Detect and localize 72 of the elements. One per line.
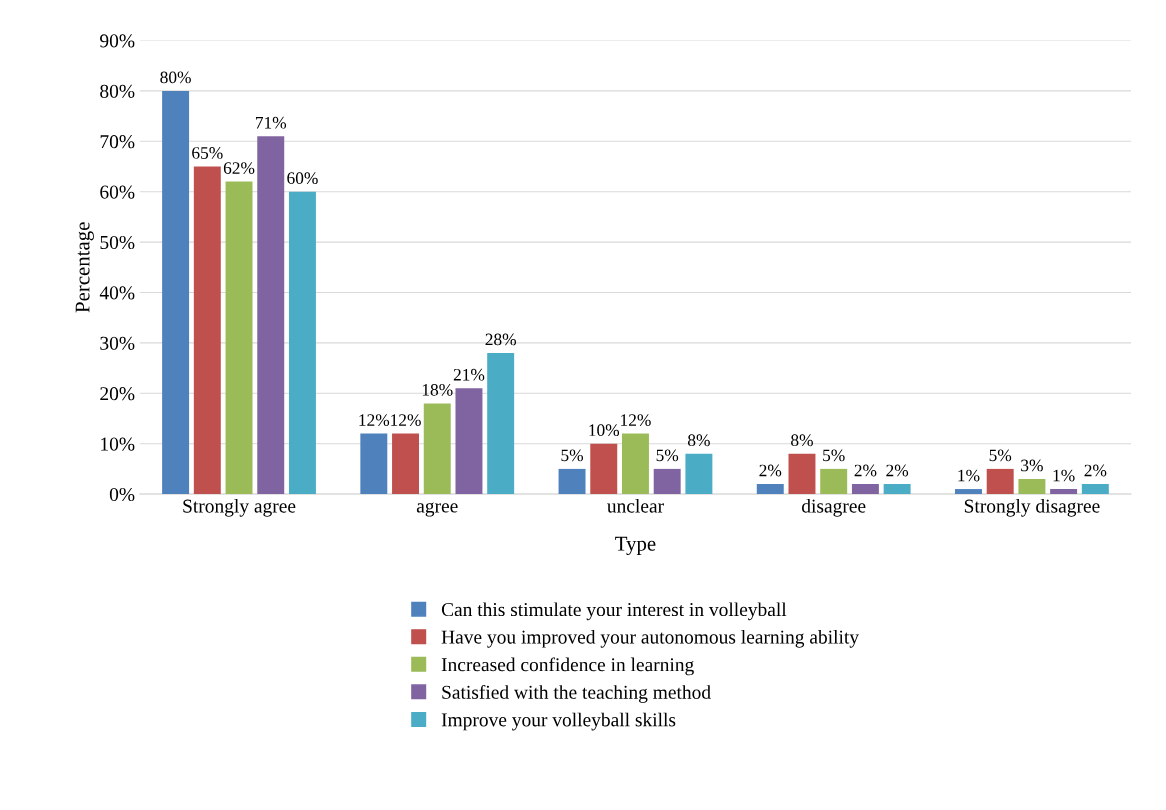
bar [423, 403, 451, 495]
bar [820, 468, 848, 495]
data-label: 28% [485, 333, 516, 346]
y-tick-label: 0% [109, 487, 135, 502]
data-label: 2% [759, 464, 782, 477]
x-tick-label: Strongly disagree [964, 498, 1100, 517]
legend-label: Have you improved your autonomous learning ability [441, 629, 859, 648]
data-label: 5% [656, 449, 679, 462]
y-tick-label: 40% [99, 286, 135, 300]
data-label: 65% [192, 147, 223, 159]
y-tick-label: 60% [100, 185, 135, 199]
data-label: 62% [223, 162, 255, 174]
legend-label: Improve your volleyball skills [441, 712, 676, 731]
y-tick-label: 10% [101, 437, 135, 451]
data-label: 12% [621, 414, 651, 426]
bar [955, 489, 982, 495]
bar [653, 468, 681, 495]
bar [487, 352, 515, 495]
bar [621, 433, 649, 495]
y-tick-label: 80% [100, 84, 135, 98]
legend-label: Increased confidence in learning [441, 657, 694, 676]
y-tick-label: 30% [100, 336, 135, 350]
bar [590, 443, 618, 495]
legend-label: Can this stimulate your interest in volleyball [441, 602, 787, 621]
data-label: 10% [589, 424, 620, 437]
bar [225, 181, 253, 495]
y-tick-label: 20% [100, 387, 135, 401]
bar [455, 388, 483, 495]
x-tick-label: Strongly agree [183, 498, 296, 517]
bar [685, 453, 713, 495]
legend-label: Satisfied with the teaching method [442, 684, 711, 703]
data-label: 21% [453, 368, 485, 381]
y-tick-label: 50% [100, 235, 135, 250]
bar [756, 484, 784, 495]
bar [257, 136, 285, 495]
data-label: 60% [287, 172, 318, 185]
data-label: 5% [989, 449, 1012, 462]
data-label: 2% [1084, 464, 1107, 477]
data-label: 8% [687, 434, 710, 447]
bar [851, 484, 879, 495]
x-tick-label: disagree [802, 498, 866, 517]
data-label: 12% [391, 414, 421, 426]
bar [883, 484, 911, 495]
data-label: 2% [886, 464, 909, 477]
bar [1018, 478, 1046, 495]
x-tick-label: agree [416, 502, 458, 517]
bar [392, 433, 420, 495]
data-label: 3% [1021, 459, 1043, 472]
data-label: 5% [561, 449, 584, 462]
x-tick-label: unclear [607, 498, 664, 513]
bar [288, 191, 316, 495]
bar [162, 90, 190, 495]
data-label: 1% [958, 469, 980, 482]
y-tick-label: 70% [100, 135, 135, 149]
data-label: 1% [1053, 469, 1075, 482]
y-tick-label: 90% [100, 34, 135, 48]
bar [193, 166, 221, 495]
y-axis-title: Percentage [75, 222, 94, 313]
data-label: 12% [359, 414, 390, 426]
data-label: 5% [823, 449, 845, 462]
bar [788, 453, 816, 495]
bar [986, 468, 1014, 495]
bar [1050, 489, 1078, 495]
bar [360, 433, 388, 495]
data-label: 8% [791, 434, 813, 447]
data-label: 2% [854, 464, 877, 477]
bar [558, 468, 586, 495]
data-label: 80% [160, 71, 191, 84]
bar [1081, 484, 1109, 495]
data-label: 71% [255, 116, 287, 129]
x-axis-title: Type [615, 536, 656, 555]
data-label: 18% [422, 383, 453, 396]
